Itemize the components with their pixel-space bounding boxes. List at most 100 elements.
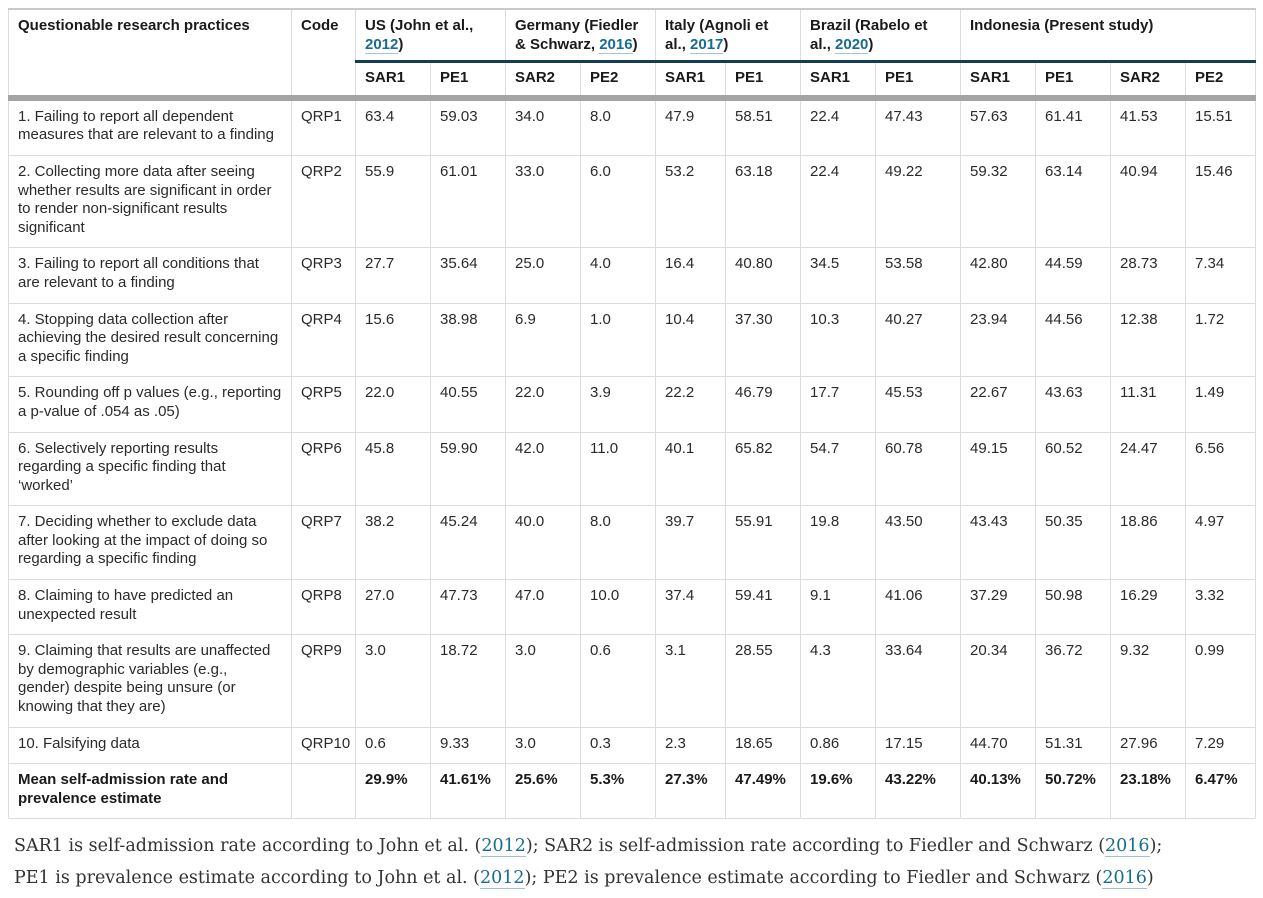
value-cell-5: 40.80 [725,247,802,304]
value-cell-1: 59.90 [429,431,507,507]
citation-link-2012[interactable]: 2012 [481,836,526,858]
qrp-code-cell: QRP4 [291,302,356,378]
value-cell-2: 34.0 [505,97,582,156]
qrp-label-cell: 9. Claiming that results are unaffected … [8,634,292,728]
subheader-9-pe1: PE1 [1035,61,1112,101]
value-cell-9: 50.35 [1035,505,1112,581]
value-cell-7: 47.43 [875,97,962,156]
value-cell-4: 39.7 [655,505,727,581]
column-header-code: Code [291,8,356,101]
value-cell-6: 19.8 [800,505,877,581]
value-cell-9: 60.52 [1035,431,1112,507]
subheader-7-pe1: PE1 [875,61,962,101]
value-cell-9: 63.14 [1035,154,1112,249]
value-cell-11: 0.99 [1185,634,1257,728]
group-header-row: Questionable research practices Code US … [8,8,1257,101]
value-cell-11: 3.32 [1185,579,1257,636]
value-cell-5: 18.65 [725,726,802,765]
subheader-11-pe2: PE2 [1185,61,1257,101]
table-row: 10. Falsifying data QRP10 0.6 9.33 3.0 0.3 2.3… [8,726,1257,765]
mean-row: Mean self-admission rate and prevalence … [8,763,1257,820]
value-cell-7: 33.64 [875,634,962,728]
value-cell-5: 58.51 [725,97,802,156]
value-cell-0: 0.6 [355,726,431,765]
qrp-label-cell: 5. Rounding off p values (e.g., reportin… [8,376,292,433]
value-cell-1: 59.03 [429,97,507,156]
value-cell-9: 43.63 [1035,376,1112,433]
value-cell-3: 1.0 [580,302,657,378]
value-cell-6: 17.7 [800,376,877,433]
value-cell-10: 24.47 [1110,431,1187,507]
value-cell-11: 1.49 [1185,376,1257,433]
value-cell-7: 40.27 [875,302,962,378]
group-header-1: Germany (Fiedler & Schwarz, 2016) [505,8,657,64]
value-cell-9: 51.31 [1035,726,1112,765]
value-cell-4: 47.9 [655,97,727,156]
value-cell-8: 37.29 [960,579,1037,636]
value-cell-2: 40.0 [505,505,582,581]
value-cell-8: 23.94 [960,302,1037,378]
qrp-label-cell: 3. Failing to report all conditions that… [8,247,292,304]
value-cell-5: 63.18 [725,154,802,249]
value-cell-11: 1.72 [1185,302,1257,378]
mean-value-cell-4: 27.3% [655,763,727,820]
value-cell-1: 9.33 [429,726,507,765]
subheader-10-sar2: SAR2 [1110,61,1187,101]
citation-link-2017[interactable]: 2017 [690,35,724,54]
table-row: 6. Selectively reporting results regardi… [8,431,1257,507]
table-row: 2. Collecting more data after seeing whe… [8,154,1257,249]
value-cell-0: 22.0 [355,376,431,433]
value-cell-5: 46.79 [725,376,802,433]
value-cell-10: 12.38 [1110,302,1187,378]
value-cell-10: 41.53 [1110,97,1187,156]
value-cell-9: 50.98 [1035,579,1112,636]
qrp-code-cell: QRP1 [291,97,356,156]
value-cell-7: 60.78 [875,431,962,507]
subheader-5-pe1: PE1 [725,61,802,101]
value-cell-3: 0.3 [580,726,657,765]
value-cell-5: 65.82 [725,431,802,507]
qrp-code-cell: QRP8 [291,579,356,636]
qrp-label-cell: 2. Collecting more data after seeing whe… [8,154,292,249]
value-cell-9: 61.41 [1035,97,1112,156]
subheader-row: SAR1 PE1 SAR2 PE2 SAR1 PE1 SAR1 PE1 SAR1 PE1 SAR2 P… [9,61,1257,101]
table-row: 8. Claiming to have predicted an unexpec… [8,579,1257,636]
value-cell-11: 15.46 [1185,154,1257,249]
value-cell-1: 45.24 [429,505,507,581]
value-cell-9: 44.59 [1035,247,1112,304]
value-cell-3: 8.0 [580,97,657,156]
value-cell-10: 27.96 [1110,726,1187,765]
column-header-practices: Questionable research practices [8,8,292,101]
value-cell-10: 16.29 [1110,579,1187,636]
value-cell-6: 0.86 [800,726,877,765]
value-cell-2: 33.0 [505,154,582,249]
value-cell-2: 3.0 [505,634,582,728]
value-cell-11: 7.34 [1185,247,1257,304]
value-cell-7: 43.50 [875,505,962,581]
value-cell-1: 38.98 [429,302,507,378]
table-header: Questionable research practices Code US … [8,8,1257,101]
qrp-label-cell: 8. Claiming to have predicted an unexpec… [8,579,292,636]
qrp-code-cell: QRP7 [291,505,356,581]
value-cell-11: 7.29 [1185,726,1257,765]
table-row: 1. Failing to report all dependent measu… [8,97,1257,156]
mean-value-cell-3: 5.3% [580,763,657,820]
value-cell-6: 34.5 [800,247,877,304]
citation-link-2016[interactable]: 2016 [599,35,633,54]
citation-link-2012[interactable]: 2012 [480,867,525,889]
value-cell-7: 17.15 [875,726,962,765]
value-cell-5: 28.55 [725,634,802,728]
mean-value-cell-11: 6.47% [1185,763,1257,820]
citation-link-2016[interactable]: 2016 [1105,836,1150,858]
citation-link-2012[interactable]: 2012 [365,35,399,54]
value-cell-2: 22.0 [505,376,582,433]
value-cell-0: 63.4 [355,97,431,156]
qrp-label-cell: 10. Falsifying data [8,726,292,765]
citation-link-2016[interactable]: 2016 [1102,867,1147,889]
value-cell-8: 57.63 [960,97,1037,156]
citation-link-2020[interactable]: 2020 [835,35,869,54]
value-cell-2: 42.0 [505,431,582,507]
value-cell-0: 55.9 [355,154,431,249]
table-row: 7. Deciding whether to exclude data afte… [8,505,1257,581]
value-cell-1: 40.55 [429,376,507,433]
